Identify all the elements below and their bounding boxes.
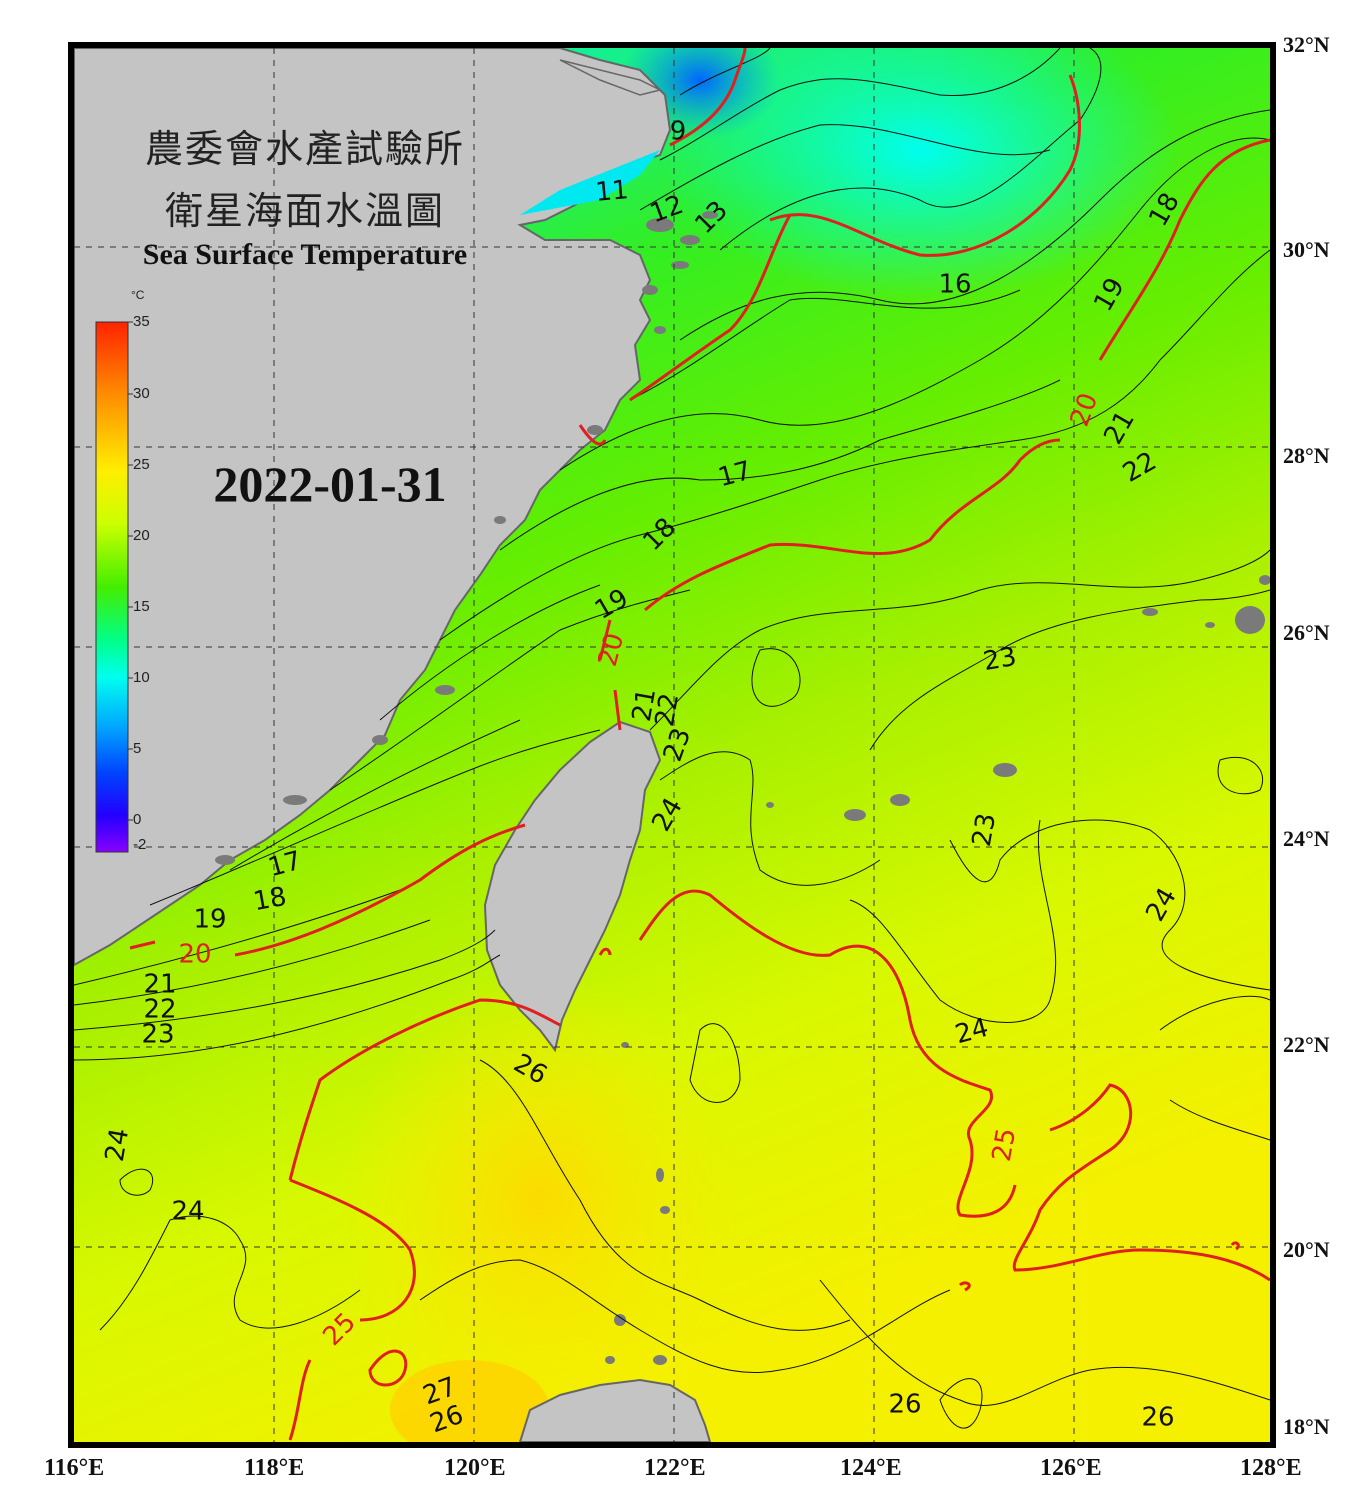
contour-label: 21 xyxy=(143,970,176,1000)
zhoushan-islands xyxy=(215,211,718,865)
contour-label: 26 xyxy=(1141,1403,1174,1433)
colorbar-tick: 15 xyxy=(133,598,150,615)
lon-label-120e: 120°E xyxy=(444,1455,506,1481)
colorbar-tick: 35 xyxy=(133,313,150,330)
colorbar-tick: 10 xyxy=(133,669,150,686)
colorbar-tick: -2 xyxy=(133,836,147,853)
taiwan xyxy=(483,720,662,1053)
contour-label: 11 xyxy=(594,175,630,208)
isotherm-highlight xyxy=(129,48,1270,1441)
map-frame xyxy=(68,42,1276,1448)
contour-label: 22 xyxy=(650,691,685,729)
lon-label-116e: 116°E xyxy=(44,1455,105,1481)
title-english: Sea Surface Temperature xyxy=(142,238,468,271)
ryukyu-islands xyxy=(605,575,1270,1365)
colorbar-tick: 5 xyxy=(133,740,142,757)
lon-label-122e: 122°E xyxy=(644,1455,706,1481)
contour-label: 25 xyxy=(987,1126,1022,1164)
lat-label-24n: 24°N xyxy=(1283,826,1330,851)
contour-label: 20 xyxy=(178,940,211,970)
lon-label-126e: 126°E xyxy=(1040,1455,1102,1481)
lat-label-18n: 18°N xyxy=(1283,1414,1330,1439)
lat-label-32n: 32°N xyxy=(1283,32,1330,57)
lat-label-30n: 30°N xyxy=(1283,237,1330,262)
lat-label-22n: 22°N xyxy=(1283,1032,1330,1057)
lon-label-124e: 124°E xyxy=(840,1455,902,1481)
contour-label: 16 xyxy=(938,270,971,300)
isotherms xyxy=(74,48,1270,1429)
colorbar-tick: 30 xyxy=(133,385,150,402)
colorbar-tick: 0 xyxy=(133,811,142,828)
colorbar-unit: °C xyxy=(131,288,145,302)
graticule xyxy=(74,48,1270,1442)
lat-label-20n: 20°N xyxy=(1283,1237,1330,1262)
lat-label-28n: 28°N xyxy=(1283,443,1330,468)
contour-label: 23 xyxy=(981,642,1019,677)
contour-label: 9 xyxy=(670,117,687,147)
luzon xyxy=(518,1378,712,1442)
contour-label: 19 xyxy=(193,905,226,935)
colorbar-tick: 20 xyxy=(133,527,150,544)
contour-label: 24 xyxy=(100,1126,135,1164)
lat-label-26n: 26°N xyxy=(1283,620,1330,645)
date-label: 2022-01-31 xyxy=(213,456,447,512)
contour-label: 18 xyxy=(251,882,289,917)
colorbar-tick: 25 xyxy=(133,456,150,473)
title-line1: 農委會水產試驗所 xyxy=(144,127,465,171)
colorbar xyxy=(95,321,129,853)
lon-label-128e: 128°E xyxy=(1240,1455,1302,1481)
contour-label: 23 xyxy=(967,811,1002,849)
contour-label: 24 xyxy=(171,1197,204,1227)
contour-label: 22 xyxy=(143,995,176,1025)
contour-label: 21 xyxy=(627,686,662,724)
lon-label-118e: 118°E xyxy=(244,1455,305,1481)
title-line2: 衛星海面水溫圖 xyxy=(164,189,445,233)
contour-label: 23 xyxy=(141,1020,174,1050)
contour-label: 26 xyxy=(888,1390,921,1420)
